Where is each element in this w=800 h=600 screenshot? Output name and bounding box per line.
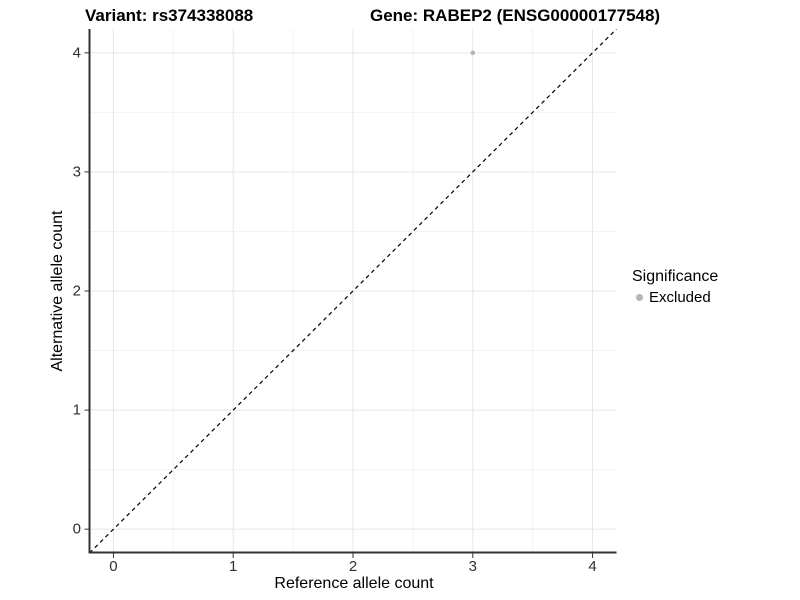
plot-canvas — [84, 29, 617, 558]
data-point-excluded — [470, 50, 476, 56]
x-tick-label: 2 — [348, 558, 358, 575]
y-tick-label: 4 — [72, 44, 81, 62]
x-tick-label: 1 — [229, 558, 238, 575]
y-tick-label: 3 — [72, 163, 81, 181]
y-tick-label: 0 — [72, 520, 81, 538]
legend-item-label: Excluded — [649, 289, 711, 306]
identity-dashed-line — [89, 29, 617, 554]
x-axis-title: Reference allele count — [274, 575, 434, 592]
y-tick-label: 2 — [72, 282, 81, 300]
plot-title-gene: Gene: RABEP2 (ENSG00000177548) — [370, 6, 661, 25]
legend-title: Significance — [632, 268, 719, 285]
plot-title-variant: Variant: rs374338088 — [85, 6, 254, 25]
x-tick-label: 3 — [468, 558, 477, 575]
y-tick-label: 1 — [72, 401, 81, 419]
x-tick-label: 0 — [109, 558, 118, 575]
y-axis-title: Alternative allele count — [49, 210, 66, 372]
x-tick-label: 4 — [588, 558, 597, 575]
legend: Significance Excluded — [632, 268, 718, 306]
legend-key-dot-icon — [636, 294, 643, 301]
legend-item-excluded: Excluded — [636, 289, 718, 306]
